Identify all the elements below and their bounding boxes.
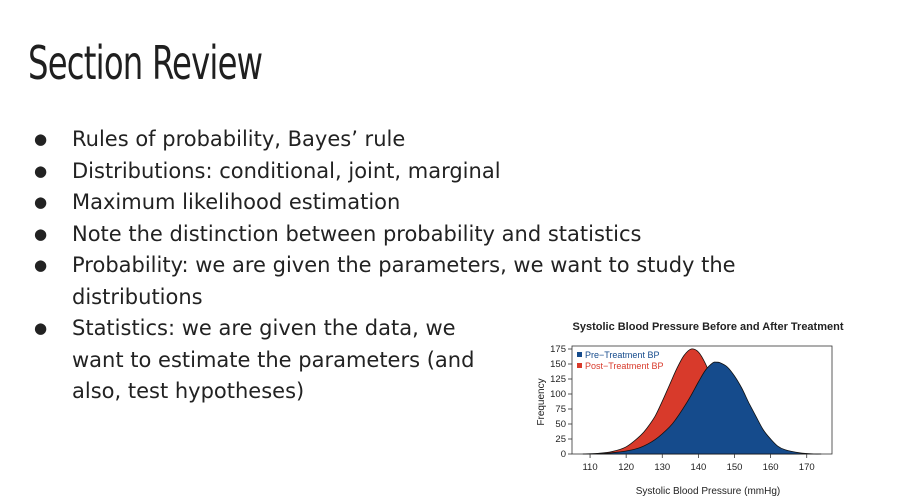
y-tick-label: 0 xyxy=(561,449,566,460)
legend-swatch xyxy=(577,363,582,368)
blood-pressure-chart: Systolic Blood Pressure Before and After… xyxy=(530,310,900,500)
bullet-item: Probability: we are given the parameters… xyxy=(30,250,832,313)
x-tick-label: 150 xyxy=(727,462,743,473)
bullet-item: Note the distinction between probability… xyxy=(30,219,912,251)
y-tick-label: 25 xyxy=(555,434,566,445)
y-tick-label: 50 xyxy=(555,419,566,430)
x-tick-label: 130 xyxy=(654,462,670,473)
legend-label: Post−Treatment BP xyxy=(585,361,663,371)
y-tick-label: 100 xyxy=(550,389,566,400)
slide-title: Section Review xyxy=(28,36,263,90)
y-tick-label: 150 xyxy=(550,359,566,370)
x-tick-label: 120 xyxy=(618,462,634,473)
y-tick-label: 125 xyxy=(550,374,566,385)
legend-label: Pre−Treatment BP xyxy=(585,350,659,360)
bullet-item: Statistics: we are given the data, we wa… xyxy=(30,313,512,408)
plot-area: 0 25 50 75 100 125 150 175 110 120 130 140 150 160 170… xyxy=(550,344,833,473)
chart-title: Systolic Blood Pressure Before and After… xyxy=(573,321,844,333)
bullet-item: Rules of probability, Bayes’ rule xyxy=(30,124,912,156)
y-tick-label: 175 xyxy=(550,344,566,355)
y-tick-label: 75 xyxy=(555,404,566,415)
x-tick-label: 140 xyxy=(690,462,706,473)
x-tick-label: 170 xyxy=(799,462,815,473)
x-axis-label: Systolic Blood Pressure (mmHg) xyxy=(636,486,780,497)
x-tick-label: 110 xyxy=(582,462,597,473)
bullet-item: Maximum likelihood estimation xyxy=(30,187,912,219)
y-axis-label: Frequency xyxy=(536,378,547,425)
x-tick-label: 160 xyxy=(763,462,779,473)
bullet-item: Distributions: conditional, joint, margi… xyxy=(30,156,912,188)
series-area-pre-treatment xyxy=(597,361,822,455)
bullet-list: Rules of probability, Bayes’ rule Distri… xyxy=(30,124,912,408)
legend-swatch xyxy=(577,352,582,357)
